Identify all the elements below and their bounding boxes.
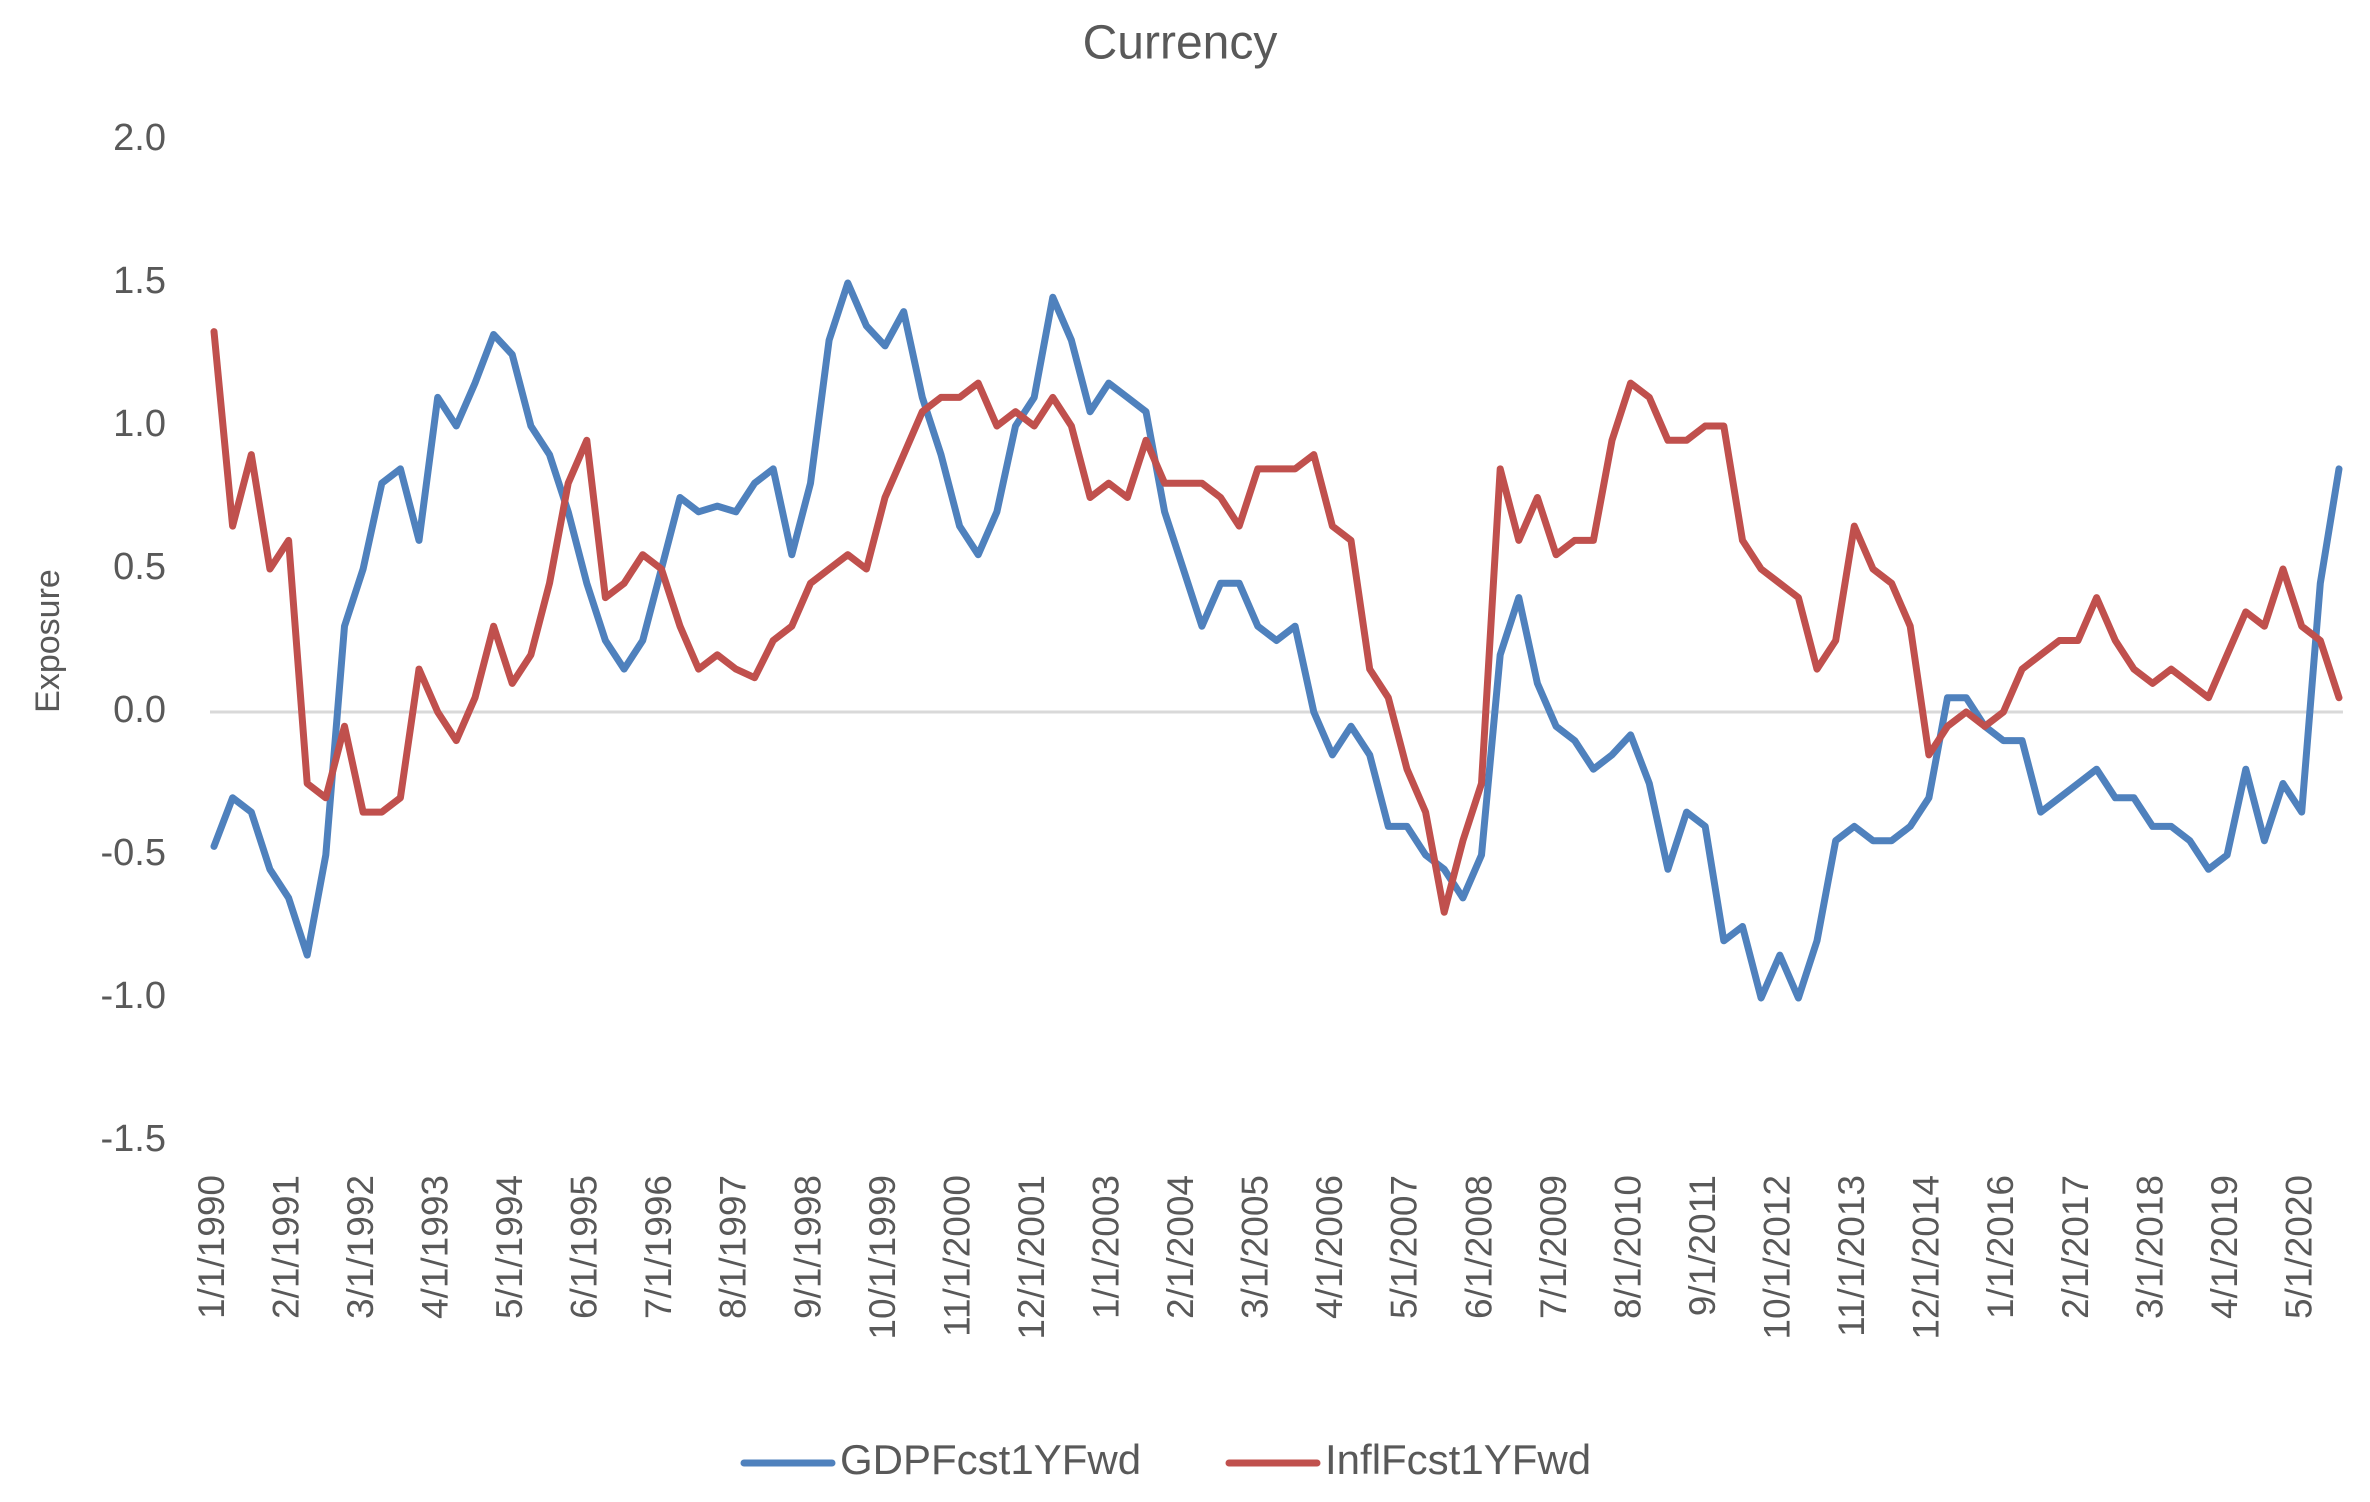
x-tick-label: 10/1/2012 xyxy=(1757,1175,1798,1340)
x-tick-label: 2/1/2017 xyxy=(2055,1175,2096,1319)
x-tick-label: 2/1/2004 xyxy=(1160,1175,1201,1319)
x-tick-label: 9/1/1998 xyxy=(787,1175,828,1319)
x-tick-label: 1/1/2016 xyxy=(1980,1175,2021,1319)
y-tick-label: 1.5 xyxy=(113,260,166,302)
x-tick-label: 12/1/2014 xyxy=(1906,1175,1947,1340)
x-tick-label: 9/1/2011 xyxy=(1682,1175,1723,1316)
legend-label: InflFcst1YFwd xyxy=(1325,1436,1591,1483)
x-tick-label: 5/1/2007 xyxy=(1384,1175,1425,1319)
x-tick-label: 5/1/1994 xyxy=(489,1175,530,1319)
x-tick-label: 4/1/2006 xyxy=(1309,1175,1350,1319)
y-tick-label: 0.0 xyxy=(113,689,166,731)
x-tick-label: 12/1/2001 xyxy=(1011,1175,1052,1340)
x-tick-label: 4/1/2019 xyxy=(2204,1175,2245,1319)
y-axis-label: Exposure xyxy=(29,569,67,713)
x-tick-label: 3/1/2018 xyxy=(2129,1175,2170,1319)
y-tick-label: 2.0 xyxy=(113,117,166,159)
x-tick-label: 6/1/2008 xyxy=(1458,1175,1499,1319)
x-tick-label: 8/1/1997 xyxy=(713,1175,754,1319)
y-tick-label: 0.5 xyxy=(113,546,166,588)
x-tick-label: 11/1/2013 xyxy=(1831,1175,1872,1337)
x-tick-label: 2/1/1991 xyxy=(265,1175,306,1319)
x-tick-label: 1/1/2003 xyxy=(1086,1175,1127,1319)
series-line xyxy=(210,328,2343,916)
legend-label: GDPFcst1YFwd xyxy=(840,1436,1141,1483)
y-tick-label: -1.5 xyxy=(101,1118,166,1160)
x-tick-label: 7/1/1996 xyxy=(638,1175,679,1319)
x-tick-label: 3/1/2005 xyxy=(1235,1175,1276,1319)
x-tick-label: 8/1/2010 xyxy=(1607,1175,1648,1319)
y-tick-label: 1.0 xyxy=(113,403,166,445)
x-tick-label: 7/1/2009 xyxy=(1533,1175,1574,1319)
x-tick-label: 11/1/2000 xyxy=(936,1175,977,1337)
x-tick-label: 6/1/1995 xyxy=(564,1175,605,1319)
x-tick-label: 1/1/1990 xyxy=(191,1175,232,1319)
chart-title: Currency xyxy=(1083,17,1278,70)
x-tick-label: 5/1/2020 xyxy=(2278,1175,2319,1319)
x-tick-label: 3/1/1992 xyxy=(340,1175,381,1319)
y-tick-label: -0.5 xyxy=(101,832,166,874)
y-tick-label: -1.0 xyxy=(101,975,166,1017)
x-tick-label: 4/1/1993 xyxy=(414,1175,455,1319)
x-tick-label: 10/1/1999 xyxy=(862,1175,903,1340)
